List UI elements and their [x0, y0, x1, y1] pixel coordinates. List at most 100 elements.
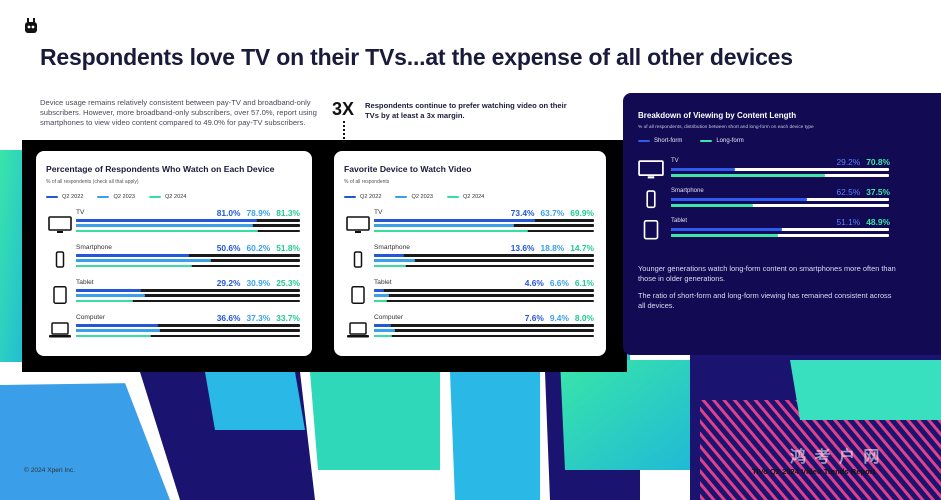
bar [374, 324, 391, 327]
data-labels: 36.6% 37.3% 33.7% [217, 313, 300, 323]
data-label: 33.7% [276, 313, 300, 323]
category-label: Smartphone [671, 188, 704, 194]
data-label: 37.5% [866, 187, 890, 197]
data-labels: 73.4% 63.7% 69.9% [511, 208, 594, 218]
legend-label: Q2 2023 [113, 194, 135, 200]
chart-row-tablet: Tablet 51.1% 48.9% [623, 217, 941, 244]
bar [671, 168, 735, 171]
chart-row-tv: TV 73.4% 63.7% 69.9% [334, 208, 606, 245]
legend-item: Long-form [700, 138, 744, 144]
data-label: 51.8% [276, 243, 300, 253]
chart-title: Favorite Device to Watch Video [344, 164, 472, 174]
bar-track [374, 329, 594, 332]
data-label: 73.4% [510, 208, 535, 218]
category-label: TV [374, 209, 383, 216]
data-label: 37.3% [246, 313, 271, 323]
data-label: 6.6% [549, 278, 569, 288]
category-label: TV [671, 158, 679, 164]
bar-track [374, 259, 594, 262]
bar-track [671, 228, 889, 231]
tv-icon [48, 216, 72, 234]
data-labels: 81.0% 78.9% 81.3% [217, 208, 300, 218]
bar [671, 198, 808, 201]
data-label: 81.3% [276, 208, 300, 218]
bar-track [76, 254, 300, 257]
bar [671, 174, 826, 177]
bar [76, 299, 133, 303]
bar [374, 294, 389, 297]
chart-subtitle: % of all respondents, distribution betwe… [638, 125, 814, 130]
data-label: 8.0% [574, 313, 594, 323]
chart-row-tv: TV 29.2% 70.8% [623, 157, 941, 184]
tv-icon [638, 160, 664, 180]
smartphone-icon [638, 190, 664, 210]
bar [76, 219, 258, 222]
bar-track [374, 289, 594, 292]
bar [671, 228, 783, 231]
legend-swatch [638, 139, 650, 143]
chart-row-smartphone: Smartphone 62.5% 37.5% [623, 187, 941, 214]
chart-row-computer: Computer 7.6% 9.4% 8.0% [334, 313, 606, 350]
data-label: 29.2% [836, 157, 861, 167]
data-label: 14.7% [570, 243, 594, 253]
bar-track [671, 234, 889, 237]
data-label: 70.8% [866, 157, 890, 167]
copyright: © 2024 Xperi Inc. [24, 467, 76, 474]
data-label: 29.2% [216, 278, 241, 288]
legend-swatch [395, 195, 408, 199]
legend-swatch [97, 195, 110, 199]
data-label: 30.9% [246, 278, 271, 288]
bar-track [671, 204, 889, 207]
bar [76, 329, 160, 332]
legend-item: Q2 2024 [148, 194, 186, 200]
callout-connector [343, 121, 345, 143]
bar-track [374, 229, 594, 233]
panel-note: Younger generations watch long-form cont… [638, 264, 896, 284]
chart-subtitle: % of all respondents [344, 179, 390, 185]
category-label: Computer [374, 314, 403, 321]
bar-track [76, 264, 300, 268]
data-labels: 4.6% 6.6% 6.1% [525, 278, 594, 288]
bar-track [76, 289, 300, 292]
callout-number: 3X [332, 99, 355, 119]
legend-item: Q2 2022 [46, 194, 83, 200]
chart-legend: Q2 2022 Q2 2023 Q2 2024 [46, 193, 186, 201]
chart-title: Breakdown of Viewing by Content Length [638, 111, 797, 120]
chart-card-favorite-device: Favorite Device to Watch Video % of all … [334, 151, 606, 356]
bar-group [671, 168, 889, 180]
category-label: Tablet [374, 279, 392, 286]
bar-group [374, 289, 594, 305]
data-label: 81.0% [216, 208, 241, 218]
chart-subtitle: % of all respondents (check all that app… [46, 179, 139, 185]
watermark: 鸿 考 户 网 [790, 449, 882, 466]
data-label: 6.1% [574, 278, 594, 288]
laptop-icon [346, 321, 370, 339]
bar [374, 254, 404, 257]
data-label: 78.9% [246, 208, 271, 218]
data-labels: 13.6% 18.8% 14.7% [511, 243, 594, 253]
data-labels: 7.6% 9.4% 8.0% [525, 313, 594, 323]
data-label: 48.9% [866, 217, 890, 227]
bar-track [374, 324, 594, 327]
callout-text: Respondents continue to prefer watching … [365, 101, 567, 120]
data-label: 51.1% [836, 217, 861, 227]
legend-label: Q2 2022 [360, 194, 382, 200]
bar [374, 264, 407, 268]
tivo-logo-icon [25, 18, 37, 33]
tablet-icon [638, 220, 664, 240]
bar [76, 294, 146, 297]
bar [76, 324, 158, 327]
bar [76, 334, 152, 338]
bar-group [374, 219, 594, 235]
bar-track [76, 294, 300, 297]
data-label: 60.2% [246, 243, 271, 253]
data-labels: 50.6% 60.2% 51.8% [217, 243, 300, 253]
bar-group [374, 254, 594, 270]
category-label: Tablet [76, 279, 94, 286]
chart-row-smartphone: Smartphone 50.6% 60.2% 51.8% [36, 243, 312, 280]
bar-track [76, 299, 300, 303]
legend-item: Q2 2022 [344, 194, 381, 200]
bar [76, 289, 142, 292]
legend-item: Q2 2023 [97, 194, 135, 200]
